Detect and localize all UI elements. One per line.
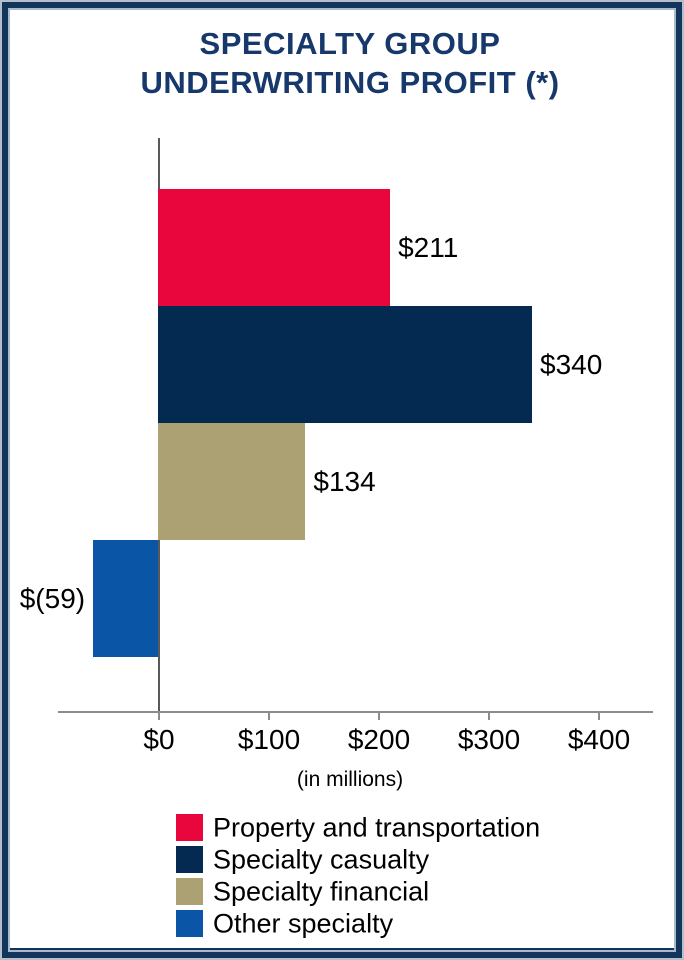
x-axis-tick-label: $100 xyxy=(237,724,301,755)
bar-property-and-transportation xyxy=(158,189,391,306)
bar-value-label: $340 xyxy=(540,348,603,380)
x-axis-tick-label: $300 xyxy=(457,724,521,755)
legend-label: Specialty financial xyxy=(213,876,430,906)
x-axis-tick-label: $400 xyxy=(567,724,631,755)
bar-value-label: $211 xyxy=(398,231,459,263)
bar-value-label: $134 xyxy=(313,465,376,497)
chart-title: SPECIALTY GROUP UNDERWRITING PROFIT (*) xyxy=(16,24,684,102)
legend-swatch xyxy=(176,814,203,841)
x-axis-tick xyxy=(268,711,270,720)
chart-title-line1: SPECIALTY GROUP xyxy=(199,26,501,61)
legend-label: Other specialty xyxy=(213,908,394,938)
x-axis-tick xyxy=(378,711,380,720)
x-axis-tick xyxy=(158,711,160,720)
chart-title-line2: UNDERWRITING PROFIT (*) xyxy=(140,65,560,100)
legend-swatch xyxy=(176,878,203,905)
x-axis-tick-label: $200 xyxy=(347,724,411,755)
bar-other-specialty xyxy=(93,540,158,657)
x-axis-tick-label: $0 xyxy=(143,724,175,755)
legend-swatch xyxy=(176,910,203,937)
x-axis-line xyxy=(58,711,653,713)
bar-specialty-financial xyxy=(158,423,306,540)
axis-units-note: (in millions) xyxy=(296,768,404,791)
chart-canvas: SPECIALTY GROUP UNDERWRITING PROFIT (*) … xyxy=(16,16,684,960)
legend-swatch xyxy=(176,846,203,873)
x-axis-tick xyxy=(488,711,490,720)
bar-value-label: $(59) xyxy=(19,582,86,614)
legend-label: Property and transportation xyxy=(213,812,541,842)
bar-specialty-casualty xyxy=(158,306,532,423)
x-axis-tick xyxy=(598,711,600,720)
legend-label: Specialty casualty xyxy=(213,844,430,874)
